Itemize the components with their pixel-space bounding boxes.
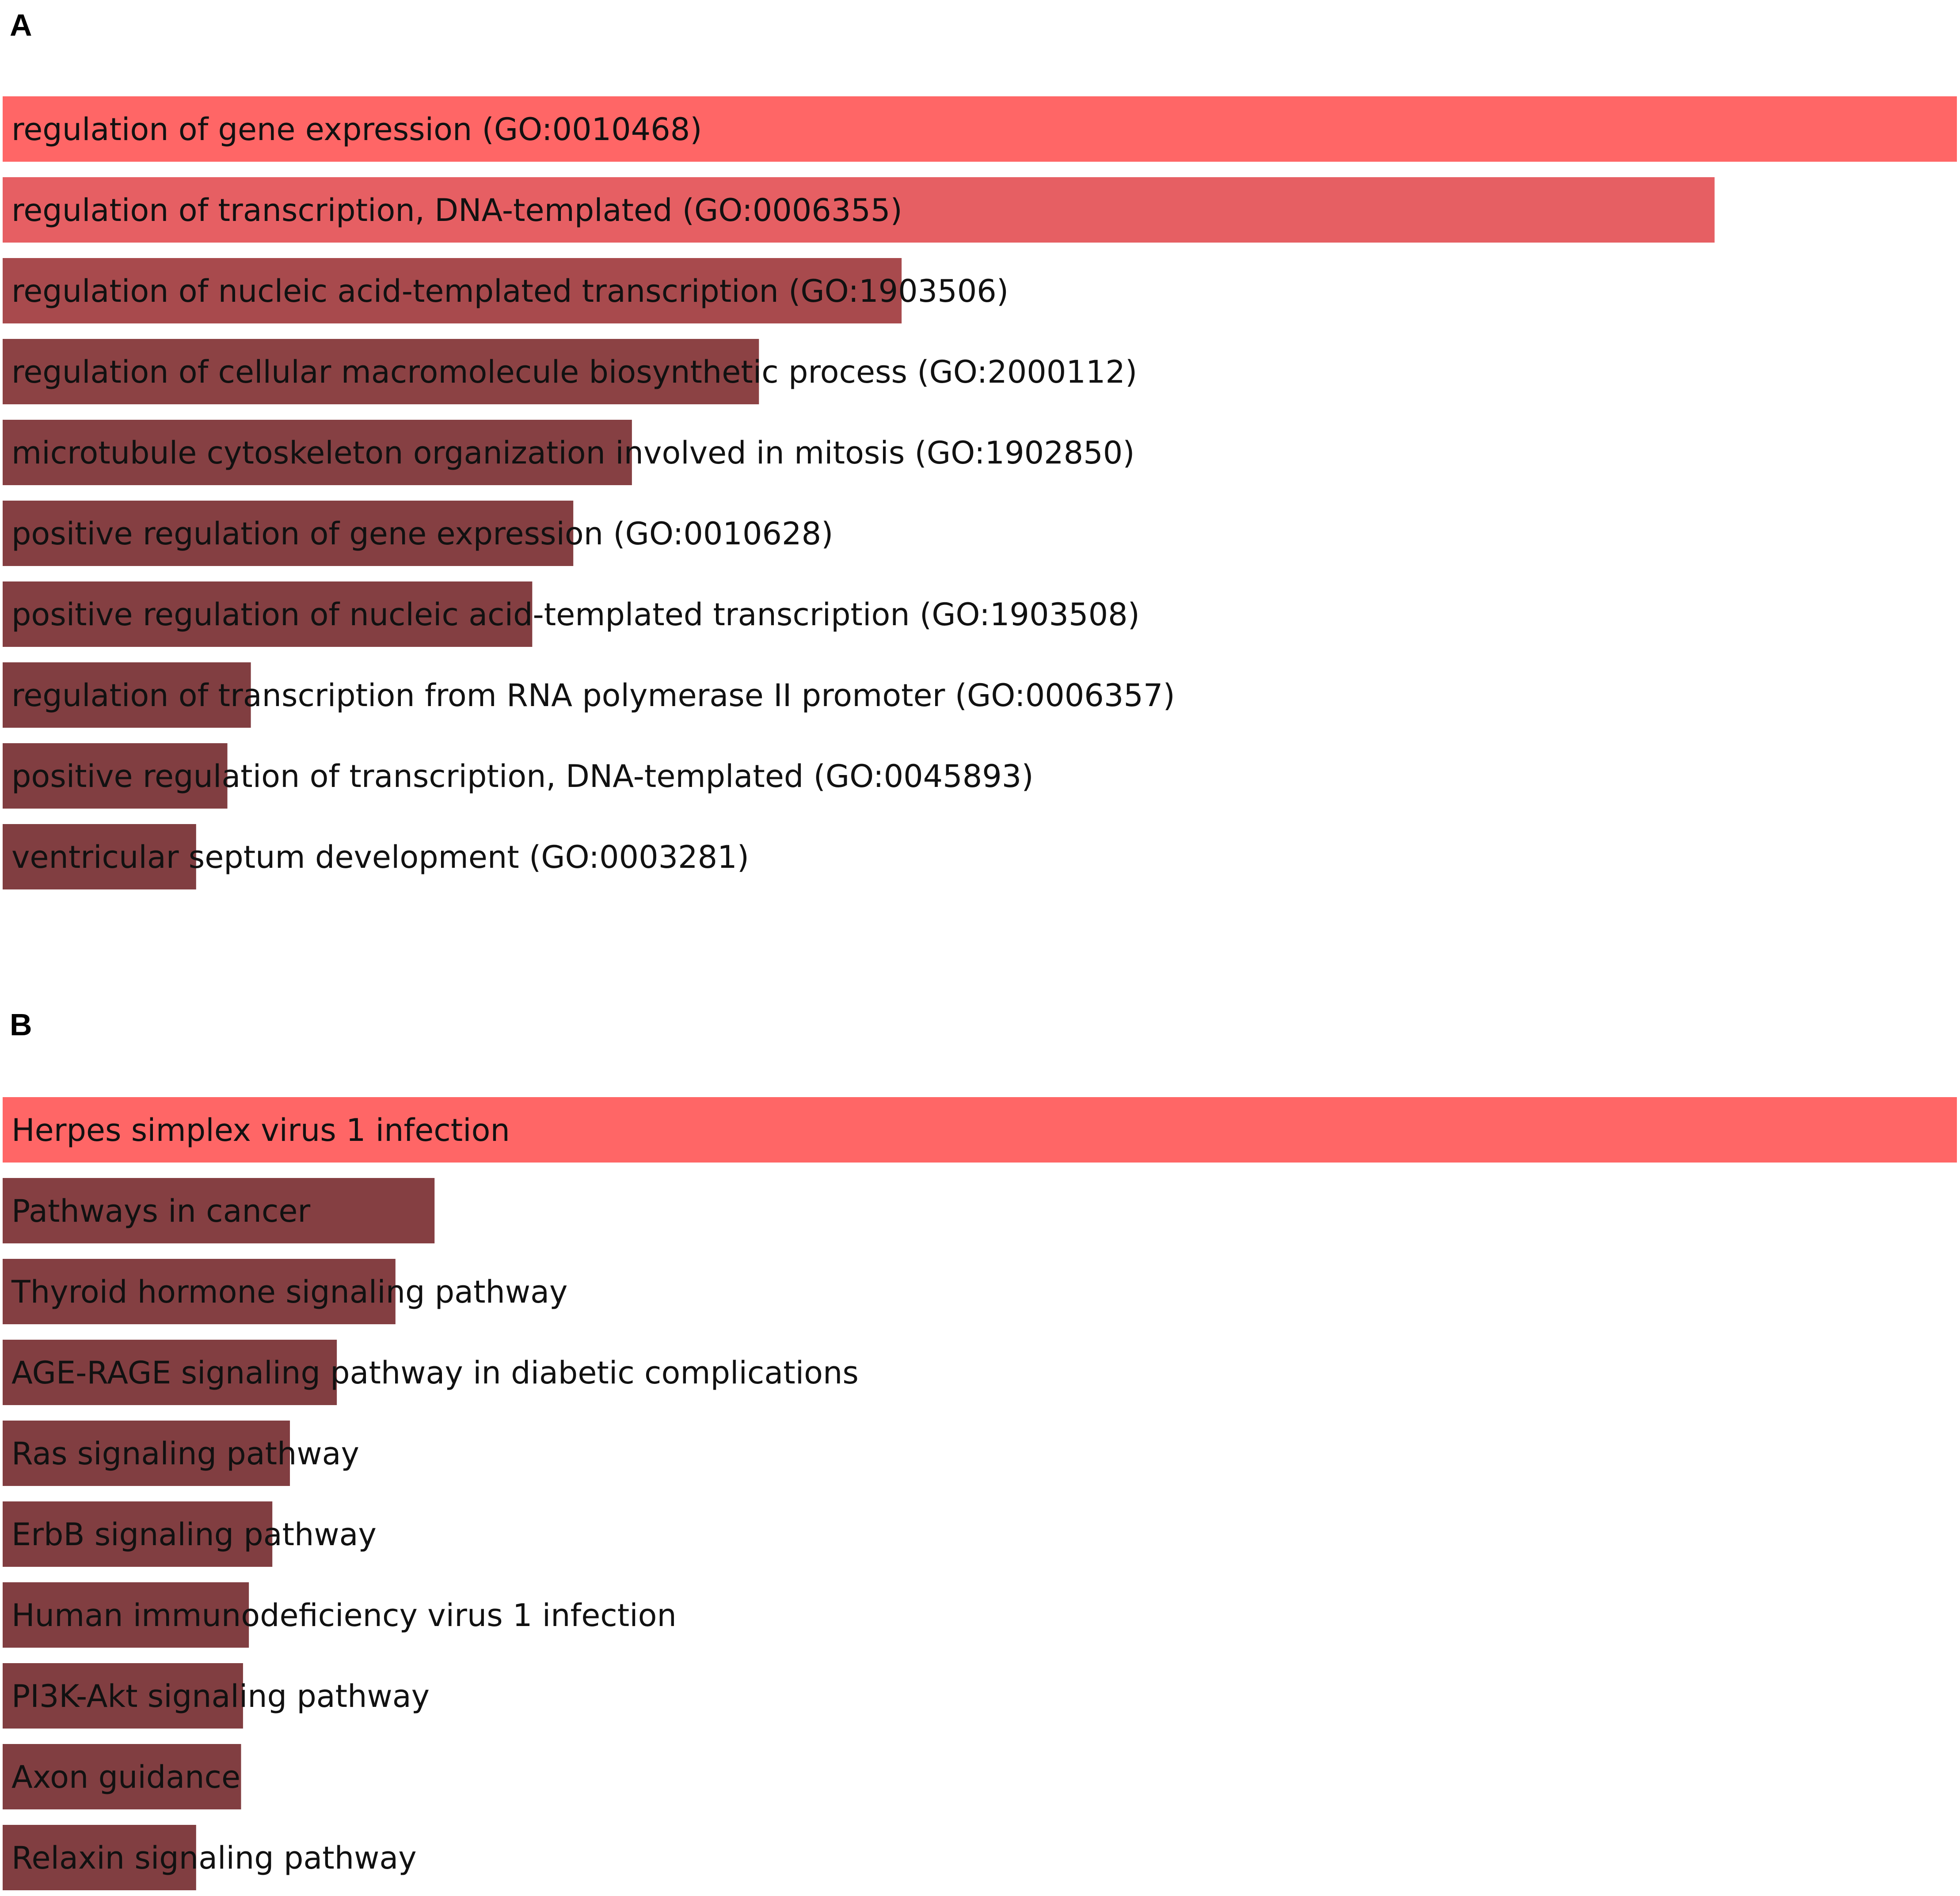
bar <box>3 1582 249 1648</box>
bar-label: Herpes simplex virus 1 infection <box>11 1112 510 1148</box>
bar <box>3 1259 396 1324</box>
bar <box>3 96 1957 162</box>
bar <box>3 1097 1957 1163</box>
bar-label: regulation of cellular macromolecule bio… <box>11 354 1137 390</box>
bar-label: regulation of transcription from RNA pol… <box>11 677 1175 714</box>
bar <box>3 339 759 404</box>
bar <box>3 743 228 809</box>
bar-label: microtubule cytoskeleton organization in… <box>11 435 1135 471</box>
bar <box>3 662 251 728</box>
bar-label: Pathways in cancer <box>11 1193 310 1229</box>
bar-label: ventricular septum development (GO:00032… <box>11 839 749 875</box>
chart-panel-a: regulation of gene expression (GO:001046… <box>3 96 1957 889</box>
bar-label: PI3K-Akt signaling pathway <box>11 1678 430 1714</box>
bar <box>3 177 1715 243</box>
bar <box>3 824 196 889</box>
bar-label: regulation of gene expression (GO:001046… <box>11 111 702 148</box>
bar <box>3 258 902 323</box>
bar <box>3 1663 243 1729</box>
bar <box>3 1744 241 1809</box>
bar-label: positive regulation of gene expression (… <box>11 516 833 552</box>
bar-label: ErbB signaling pathway <box>11 1516 377 1553</box>
bar-label: Relaxin signaling pathway <box>11 1840 417 1876</box>
bar-label: Axon guidance <box>11 1759 240 1795</box>
bar-label: Human immunodeficiency virus 1 infection <box>11 1597 677 1634</box>
bar-label: Ras signaling pathway <box>11 1436 359 1472</box>
bar-label: regulation of nucleic acid-templated tra… <box>11 273 1009 309</box>
bar-label: positive regulation of nucleic acid-temp… <box>11 597 1140 633</box>
bar <box>3 581 533 647</box>
bar <box>3 420 632 485</box>
bar-label: regulation of transcription, DNA-templat… <box>11 192 902 228</box>
panel-label-a: A <box>10 8 32 42</box>
chart-panel-b: Herpes simplex virus 1 infection Pathways… <box>3 1097 1957 1890</box>
bar-label: positive regulation of transcription, DN… <box>11 758 1034 794</box>
bar-label: AGE-RAGE signaling pathway in diabetic c… <box>11 1355 859 1391</box>
bar <box>3 1825 196 1890</box>
bar-label: Thyroid hormone signaling pathway <box>11 1274 567 1310</box>
bar <box>3 501 574 566</box>
bar <box>3 1501 273 1567</box>
bar <box>3 1340 337 1405</box>
bar <box>3 1178 435 1243</box>
panel-label-b: B <box>10 1007 32 1042</box>
bar <box>3 1421 290 1486</box>
